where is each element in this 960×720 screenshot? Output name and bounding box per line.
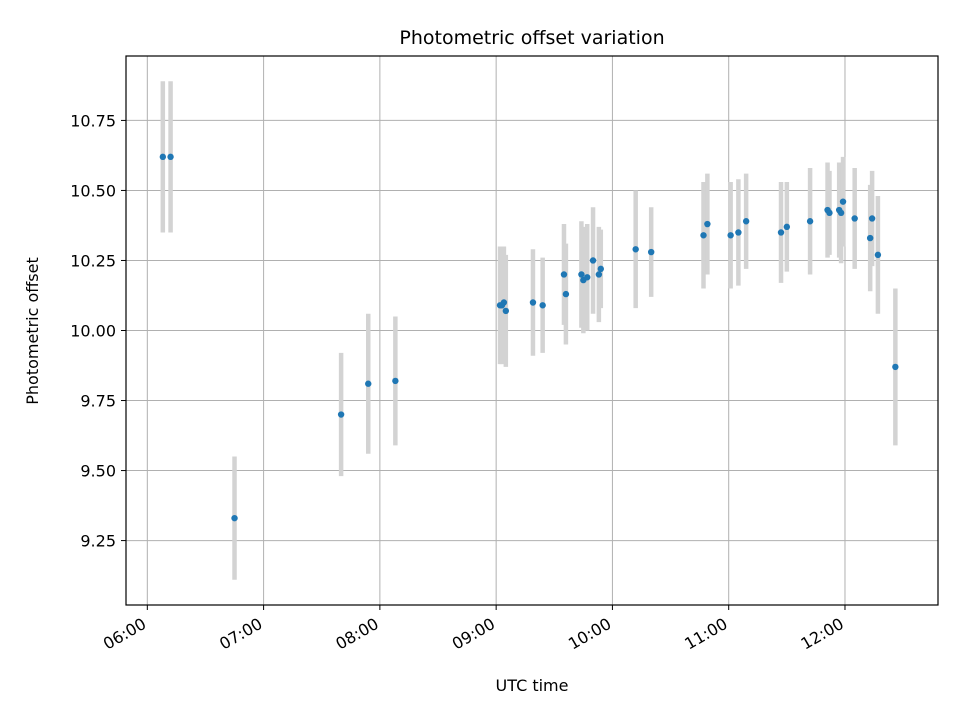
data-point [529,299,537,306]
data-point [502,307,510,315]
y-tick-label: 9.50 [80,462,116,481]
data-point [167,153,174,161]
data-point [837,209,845,217]
data-point [851,215,858,222]
data-point [839,198,847,205]
data-point [392,377,399,385]
data-point [337,411,345,418]
data-point [647,248,655,256]
data-point [777,229,785,236]
data-point [735,229,742,236]
data-point [783,223,791,231]
data-point [892,363,899,371]
grid [126,56,938,605]
data-point [806,218,814,225]
data-points [159,153,899,522]
y-tick-label: 9.25 [80,532,116,551]
y-tick-label: 10.00 [70,322,116,341]
data-point [539,302,546,309]
chart-title: Photometric offset variation [399,27,664,49]
data-point [584,274,591,281]
data-point [595,271,603,278]
data-point [560,271,568,278]
data-point [742,218,750,225]
y-tick-label: 9.75 [80,392,116,411]
y-axis-ticks: 9.25 9.50 9.75 10.00 10.25 10.50 10.75 [70,111,126,551]
data-point [589,257,597,264]
x-axis-label: UTC time [496,676,569,695]
data-point [597,265,604,273]
data-point [868,215,876,222]
data-point [704,220,711,228]
data-point [632,246,639,253]
y-tick-label: 10.25 [70,251,116,270]
data-point [231,514,238,522]
data-point [500,299,508,306]
data-point [866,234,874,242]
data-point [578,271,585,278]
data-point [700,232,707,239]
data-point [874,251,882,259]
data-point [727,232,734,239]
data-point [562,290,570,298]
y-axis-label: Photometric offset [23,257,42,405]
y-tick-label: 10.50 [70,181,116,200]
data-point [365,380,372,387]
data-point [826,209,833,217]
data-point [159,153,167,161]
y-tick-label: 10.75 [70,111,116,130]
